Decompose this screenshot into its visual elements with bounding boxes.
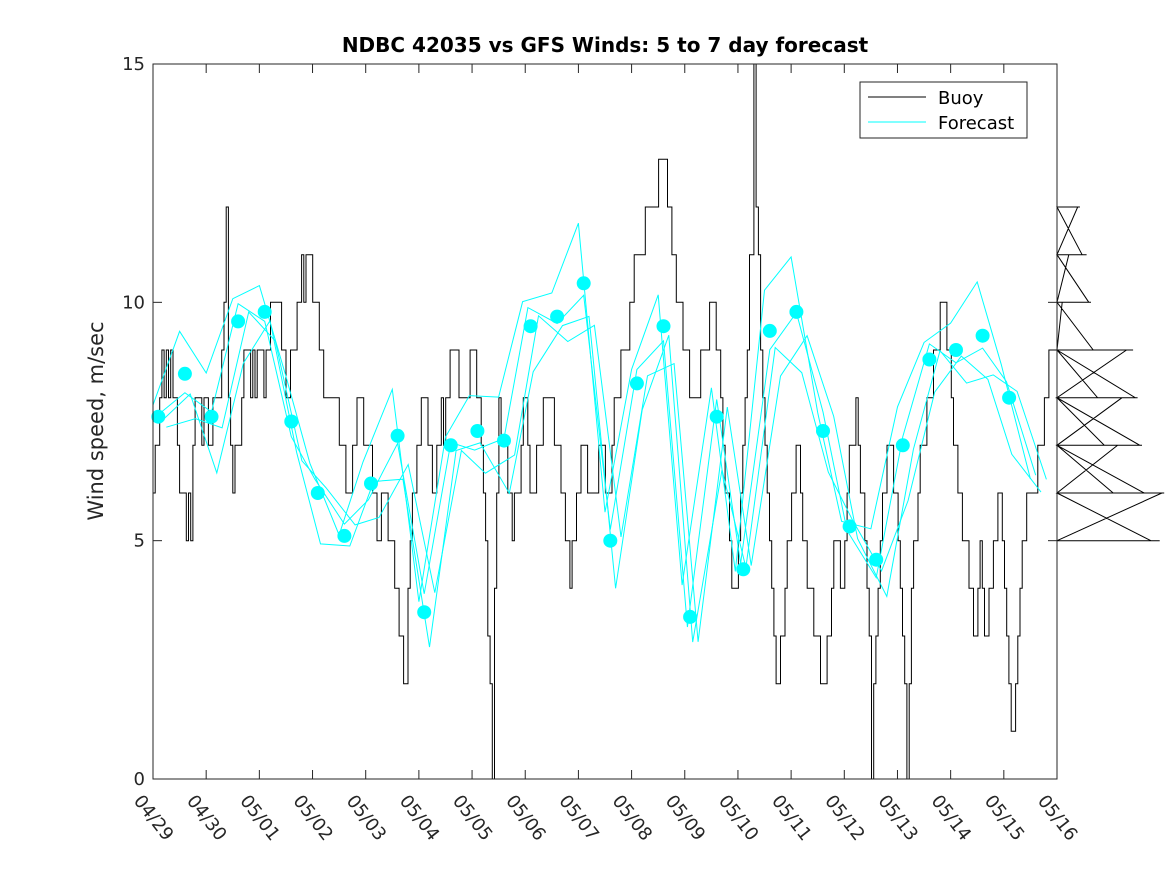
forecast-marker bbox=[629, 376, 644, 391]
forecast-marker bbox=[284, 414, 299, 429]
forecast-marker bbox=[204, 409, 219, 424]
plot-area bbox=[151, 63, 1165, 780]
plot-frame bbox=[152, 63, 1058, 780]
forecast-marker bbox=[390, 428, 405, 443]
forecast-marker bbox=[151, 409, 166, 424]
y-tick-label: 10 bbox=[122, 292, 145, 313]
forecast-marker bbox=[550, 309, 565, 324]
forecast-marker bbox=[364, 476, 378, 491]
forecast-marker bbox=[1002, 390, 1017, 405]
forecast-marker bbox=[683, 609, 698, 624]
forecast-marker bbox=[417, 605, 432, 620]
forecast-marker bbox=[470, 424, 485, 438]
forecast-marker bbox=[736, 562, 751, 577]
forecast-marker bbox=[709, 409, 724, 424]
y-axis-label: Wind speed, m/sec bbox=[84, 321, 108, 520]
forecast-line bbox=[155, 294, 1037, 628]
forecast-marker bbox=[922, 352, 937, 367]
buoy-series-layer bbox=[153, 63, 1165, 780]
y-tick-label: 15 bbox=[122, 54, 145, 75]
forecast-line bbox=[160, 315, 1042, 648]
forecast-marker bbox=[975, 328, 990, 343]
forecast-marker bbox=[869, 552, 884, 567]
forecast-marker bbox=[576, 276, 591, 291]
forecast-marker bbox=[842, 519, 857, 534]
forecast-marker bbox=[497, 433, 511, 448]
forecast-marker bbox=[603, 533, 618, 548]
legend: Buoy Forecast bbox=[859, 81, 1028, 139]
buoy-line bbox=[153, 63, 1165, 780]
forecast-marker bbox=[443, 438, 458, 453]
forecast-marker bbox=[177, 366, 192, 381]
forecast-marker bbox=[949, 343, 963, 357]
forecast-marker bbox=[523, 319, 538, 334]
y-tick-label: 0 bbox=[134, 769, 145, 790]
forecast-marker bbox=[895, 438, 910, 453]
chart-title: NDBC 42035 vs GFS Winds: 5 to 7 day fore… bbox=[342, 33, 869, 57]
forecast-marker bbox=[231, 314, 246, 329]
forecast-marker bbox=[257, 304, 272, 319]
y-axis-ticks: 0 5 10 15 bbox=[122, 54, 1057, 790]
legend-buoy-label: Buoy bbox=[938, 88, 984, 109]
forecast-marker bbox=[762, 323, 777, 338]
legend-forecast-label: Forecast bbox=[938, 113, 1014, 134]
forecast-line bbox=[166, 310, 1047, 642]
forecast-marker bbox=[789, 304, 804, 319]
plot-background bbox=[153, 64, 1057, 779]
forecast-marker bbox=[816, 424, 830, 438]
forecast-marker bbox=[656, 319, 671, 334]
forecast-marker bbox=[310, 486, 325, 500]
legend-box bbox=[859, 81, 1028, 139]
forecast-marker bbox=[337, 528, 352, 543]
forecast-markers-layer bbox=[151, 276, 1017, 624]
y-tick-label: 5 bbox=[134, 531, 145, 552]
